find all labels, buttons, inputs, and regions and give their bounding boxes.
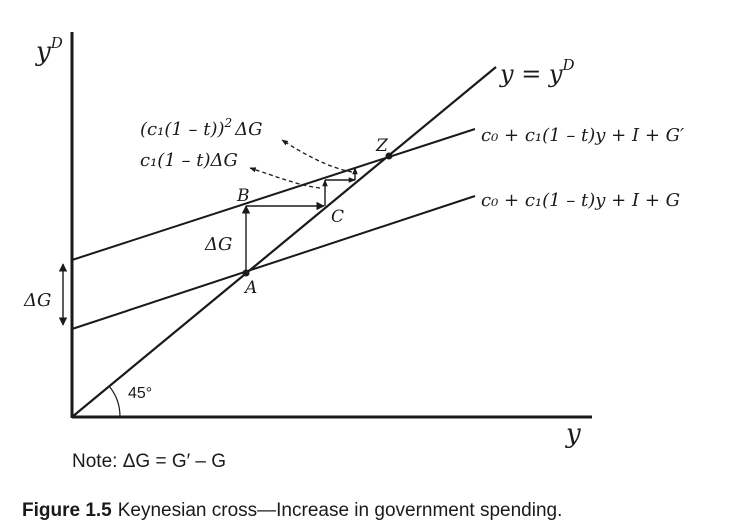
multiplier-first-label: c₁(1 – t)ΔG [140, 150, 238, 171]
angle-arc [109, 386, 120, 417]
upper-demand-label: c₀ + c₁(1 – t)y + I + G′ [481, 125, 684, 146]
multiplier-second-arrow [282, 140, 352, 172]
multiplier-second-label: (c₁(1 – t))2 ΔG [140, 116, 263, 140]
lower-demand-line [72, 196, 475, 329]
upper-demand-line [72, 129, 475, 260]
point-b-label: B [236, 186, 250, 206]
figure-caption: Figure 1.5 Keynesian cross—Increase in go… [22, 500, 562, 521]
diagonal-label: y = yD [499, 56, 575, 88]
multiplier-first-arrow [250, 168, 320, 188]
point-z-label: Z [375, 136, 389, 156]
angle-label: 45° [128, 385, 152, 402]
y-axis-label: yD [35, 34, 63, 67]
point-a-label: A [243, 278, 257, 298]
point-c-label: C [331, 207, 344, 227]
lower-demand-label: c₀ + c₁(1 – t)y + I + G [481, 190, 680, 211]
intercept-delta-g-label: ΔG [23, 290, 51, 311]
delta-g-step-label: ΔG [204, 234, 232, 255]
diagonal-line [72, 67, 496, 417]
note-text: Note: ΔG = G′ – G [72, 451, 226, 472]
x-axis-label: y [565, 419, 581, 449]
